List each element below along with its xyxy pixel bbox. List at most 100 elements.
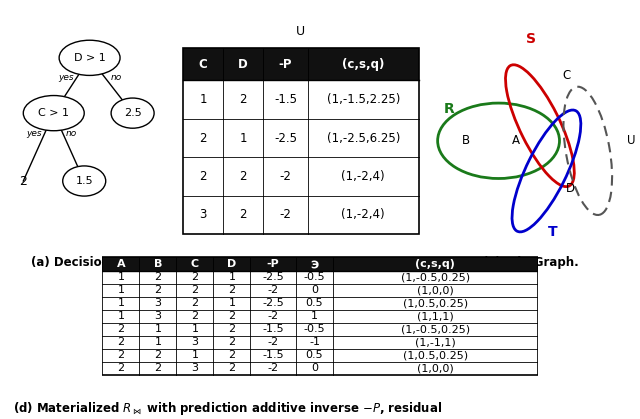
Text: 1: 1 [154,337,161,347]
Text: (1,0.5,0.25): (1,0.5,0.25) [403,298,468,308]
Text: 1: 1 [191,350,198,360]
Text: C: C [191,259,199,269]
Text: 2: 2 [191,311,198,321]
Text: (b) Update Relation U.: (b) Update Relation U. [227,259,375,272]
Ellipse shape [23,96,84,131]
Bar [183,80,419,119]
Text: A: A [512,134,520,147]
Text: (1,0,0): (1,0,0) [417,363,454,373]
Bar [102,323,538,336]
Bar [183,196,419,234]
Text: no: no [66,129,77,138]
Text: (1,-2.5,6.25): (1,-2.5,6.25) [326,132,400,145]
Text: D: D [566,182,575,195]
Text: 1: 1 [239,132,247,145]
Text: -0.5: -0.5 [304,324,325,334]
Text: (1,0.5,0.25): (1,0.5,0.25) [403,350,468,360]
Bar [102,310,538,323]
Text: (1,1,1): (1,1,1) [417,311,454,321]
Ellipse shape [63,166,106,196]
Text: yes: yes [26,129,42,138]
Text: 2: 2 [117,350,124,360]
Text: D > 1: D > 1 [74,53,106,63]
Text: -2: -2 [280,170,291,183]
Text: 2: 2 [228,324,236,334]
Text: -2: -2 [268,337,279,347]
Text: (1,-1.5,2.25): (1,-1.5,2.25) [326,93,400,106]
Text: B: B [462,134,470,147]
Text: 1: 1 [117,298,124,308]
Text: A: A [116,259,125,269]
Text: 2: 2 [154,363,161,373]
Text: (1,-1,1): (1,-1,1) [415,337,456,347]
Text: ℈: ℈ [310,259,319,269]
Text: -1.5: -1.5 [262,350,284,360]
Bar [102,284,538,297]
Text: U: U [627,134,636,147]
Text: T: T [548,225,558,239]
Text: -2.5: -2.5 [262,272,284,282]
Text: 3: 3 [154,298,161,308]
Text: 2: 2 [191,272,198,282]
Text: 2: 2 [239,170,247,183]
Ellipse shape [111,98,154,128]
Text: 1: 1 [117,285,124,295]
Text: S: S [526,32,536,46]
Text: (1,-0.5,0.25): (1,-0.5,0.25) [401,324,470,334]
Text: 2: 2 [154,285,161,295]
Text: 2: 2 [239,209,247,222]
Text: 1: 1 [199,93,207,106]
Text: -2.5: -2.5 [262,298,284,308]
Text: no: no [111,73,122,83]
Text: -1.5: -1.5 [274,93,297,106]
Text: -2.5: -2.5 [274,132,297,145]
Text: C > 1: C > 1 [38,108,69,118]
Text: (c,s,q): (c,s,q) [342,58,385,71]
Text: B: B [154,259,162,269]
Text: 3: 3 [154,311,161,321]
Text: 1: 1 [311,311,318,321]
Text: (1,-0.5,0.25): (1,-0.5,0.25) [401,272,470,282]
Text: -2: -2 [280,209,291,222]
Text: 0: 0 [311,285,318,295]
Text: 2.5: 2.5 [124,108,141,118]
Text: 0.5: 0.5 [306,298,323,308]
Text: R: R [444,102,455,116]
Text: -2: -2 [268,285,279,295]
Text: 2: 2 [117,324,124,334]
Text: 2: 2 [19,174,28,188]
Text: 2: 2 [228,311,236,321]
Text: 3: 3 [191,337,198,347]
Text: C: C [198,58,207,71]
Bar [183,48,419,80]
Text: -P: -P [279,58,292,71]
Text: D: D [238,58,248,71]
Text: (1,0,0): (1,0,0) [417,285,454,295]
Text: 1: 1 [117,311,124,321]
Text: 1: 1 [117,272,124,282]
Bar [102,336,538,349]
Text: 3: 3 [191,363,198,373]
Text: 2: 2 [191,285,198,295]
Text: 2: 2 [191,298,198,308]
Text: 1: 1 [154,324,161,334]
Text: 2: 2 [228,350,236,360]
Text: (d) Materialized $R_{\bowtie}$ with prediction additive inverse $-P$, residual: (d) Materialized $R_{\bowtie}$ with pred… [13,400,442,417]
Text: (1,-2,4): (1,-2,4) [341,170,385,183]
Text: U: U [296,25,305,38]
Text: yes: yes [58,73,74,83]
Bar [183,119,419,157]
Text: 2: 2 [228,337,236,347]
Text: 0.5: 0.5 [306,350,323,360]
Bar [102,362,538,375]
Text: -1: -1 [309,337,320,347]
Text: (1,-2,4): (1,-2,4) [341,209,385,222]
Text: -1.5: -1.5 [262,324,284,334]
Bar [102,349,538,362]
Text: 2: 2 [154,350,161,360]
Text: -0.5: -0.5 [304,272,325,282]
Text: (c,s,q): (c,s,q) [415,259,455,269]
Text: 2: 2 [199,132,207,145]
Text: 2: 2 [199,170,207,183]
Bar [102,257,538,271]
